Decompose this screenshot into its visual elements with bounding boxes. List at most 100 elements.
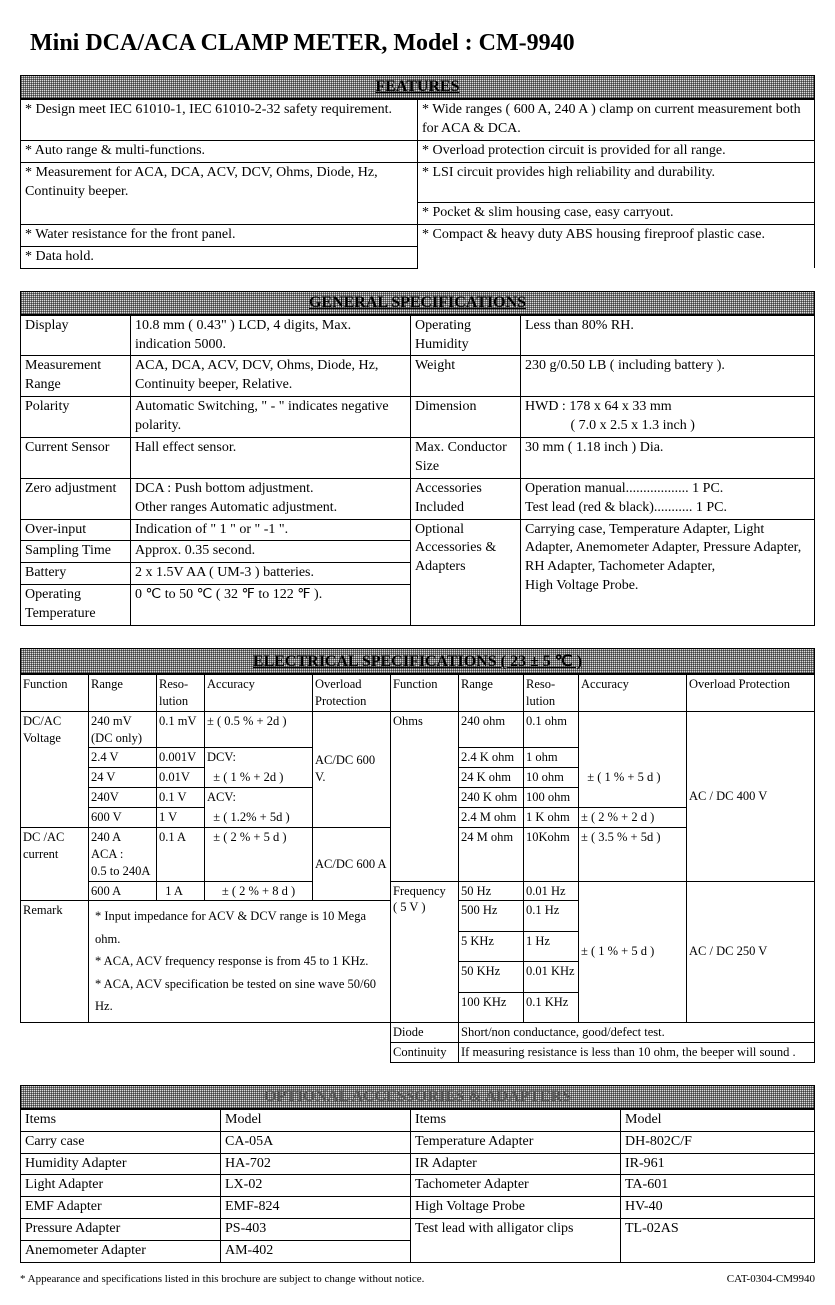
om: HV-40	[621, 1197, 815, 1219]
general-section: GENERAL SPECIFICATIONS Display 10.8 mm (…	[20, 291, 815, 626]
es: 0.1 V	[157, 788, 205, 808]
er: 50 Hz	[459, 881, 524, 901]
er: 600 A	[89, 881, 157, 901]
ef: Ohms	[391, 711, 459, 881]
ea: ± ( 1 % + 5 d )	[579, 881, 687, 1022]
es: 10Kohm	[524, 827, 579, 881]
g-l: Weight	[411, 356, 521, 397]
om: HA-702	[221, 1153, 411, 1175]
ea: ± ( 0.5 % + 2d )	[205, 711, 313, 748]
es: 1 A	[157, 881, 205, 901]
es: 0.01 KHz	[524, 962, 579, 992]
oi: Anemometer Adapter	[21, 1241, 221, 1263]
ea: DCV:	[205, 748, 313, 768]
foot-right: CAT-0304-CM9940	[727, 1273, 815, 1285]
oh: Items	[21, 1109, 221, 1131]
g-v: Operation manual.................. 1 PC.…	[521, 478, 815, 519]
oi: Humidity Adapter	[21, 1153, 221, 1175]
g-l: Dimension	[411, 397, 521, 438]
ef: Diode	[391, 1022, 459, 1042]
g-l: Operating Temperature	[21, 585, 131, 626]
eo: AC / DC 400 V	[687, 711, 815, 881]
g-l: Sampling Time	[21, 541, 131, 563]
blank	[21, 202, 418, 224]
es: 100 ohm	[524, 788, 579, 808]
om: TA-601	[621, 1175, 815, 1197]
om: CA-05A	[221, 1131, 411, 1153]
oi: Pressure Adapter	[21, 1219, 221, 1241]
g-l: Accessories Included	[411, 478, 521, 519]
ef: Continuity	[391, 1042, 459, 1062]
oi: Temperature Adapter	[411, 1131, 621, 1153]
oh: Model	[621, 1109, 815, 1131]
eh: Accuracy	[579, 674, 687, 711]
er: 24 K ohm	[459, 768, 524, 788]
eh: Overload Protection	[313, 674, 391, 711]
eh: Function	[391, 674, 459, 711]
features-section: FEATURES * Design meet IEC 61010-1, IEC …	[20, 75, 815, 269]
elec-section: ELECTRICAL SPECIFICATIONS ( 23 ± 5 ℃ ) F…	[20, 648, 815, 1063]
om	[621, 1241, 815, 1263]
ea	[579, 711, 687, 748]
opt-section: OPTIONAL ACCESSORIES & ADAPTERS Items Mo…	[20, 1085, 815, 1263]
g-v: 30 mm ( 1.18 inch ) Dia.	[521, 437, 815, 478]
er: 240 A ACA : 0.5 to 240A	[89, 827, 157, 881]
er: 2.4 M ohm	[459, 808, 524, 828]
general-header: GENERAL SPECIFICATIONS	[20, 291, 815, 315]
eh: Reso- lution	[157, 674, 205, 711]
eh: Range	[459, 674, 524, 711]
oi: EMF Adapter	[21, 1197, 221, 1219]
g-l: Over-input	[21, 519, 131, 541]
eh: Range	[89, 674, 157, 711]
er: 5 KHz	[459, 931, 524, 961]
eh: Reso- lution	[524, 674, 579, 711]
oh: Model	[221, 1109, 411, 1131]
er: 240 mV (DC only)	[89, 711, 157, 748]
es: 1 V	[157, 808, 205, 828]
om: IR-961	[621, 1153, 815, 1175]
feat-l1: * Auto range & multi-functions.	[21, 140, 418, 162]
oi: IR Adapter	[411, 1153, 621, 1175]
feat-r2: * LSI circuit provides high reliability …	[418, 162, 815, 202]
g-v: Approx. 0.35 second.	[131, 541, 411, 563]
es: 1 Hz	[524, 931, 579, 961]
es: 1 K ohm	[524, 808, 579, 828]
ea	[579, 788, 687, 808]
om: TL-02AS	[621, 1219, 815, 1241]
oi: Test lead with alligator clips	[411, 1219, 621, 1241]
feat-l2: * Measurement for ACA, DCA, ACV, DCV, Oh…	[21, 162, 418, 202]
oi	[411, 1241, 621, 1263]
ef: Remark	[21, 901, 89, 1023]
es: 0.01 Hz	[524, 881, 579, 901]
ef: DC/AC Voltage	[21, 711, 89, 827]
feat-l4: * Data hold.	[21, 246, 418, 268]
er: 24 V	[89, 768, 157, 788]
g-v: 2 x 1.5V AA ( UM-3 ) batteries.	[131, 563, 411, 585]
om: LX-02	[221, 1175, 411, 1197]
es: 0.01V	[157, 768, 205, 788]
g-l: Max. Conductor Size	[411, 437, 521, 478]
feat-r3: * Pocket & slim housing case, easy carry…	[418, 202, 815, 224]
es: 0.1 KHz	[524, 992, 579, 1022]
er: 240 ohm	[459, 711, 524, 748]
opt-header: OPTIONAL ACCESSORIES & ADAPTERS	[20, 1085, 815, 1109]
ea: ± ( 1 % + 5 d )	[579, 768, 687, 788]
g-l: Battery	[21, 563, 131, 585]
es: 0.001V	[157, 748, 205, 768]
g-v: DCA : Push bottom adjustment. Other rang…	[131, 478, 411, 519]
oi: Light Adapter	[21, 1175, 221, 1197]
er: 2.4 V	[89, 748, 157, 768]
g-v: HWD : 178 x 64 x 33 mm ( 7.0 x 2.5 x 1.3…	[521, 397, 815, 438]
opt-table: Items Model Items Model Carry caseCA-05A…	[20, 1109, 815, 1263]
er: 24 M ohm	[459, 827, 524, 881]
om: DH-802C/F	[621, 1131, 815, 1153]
er: 500 Hz	[459, 901, 524, 931]
ea: ± ( 1 % + 2d )	[205, 768, 313, 788]
g-v: ACA, DCA, ACV, DCV, Ohms, Diode, Hz, Con…	[131, 356, 411, 397]
feat-l0: * Design meet IEC 61010-1, IEC 61010-2-3…	[21, 100, 418, 141]
er: 240 K ohm	[459, 788, 524, 808]
g-v: 10.8 mm ( 0.43" ) LCD, 4 digits, Max. in…	[131, 315, 411, 356]
g-l: Current Sensor	[21, 437, 131, 478]
g-l: Display	[21, 315, 131, 356]
footer: * Appearance and specifications listed i…	[20, 1267, 815, 1285]
